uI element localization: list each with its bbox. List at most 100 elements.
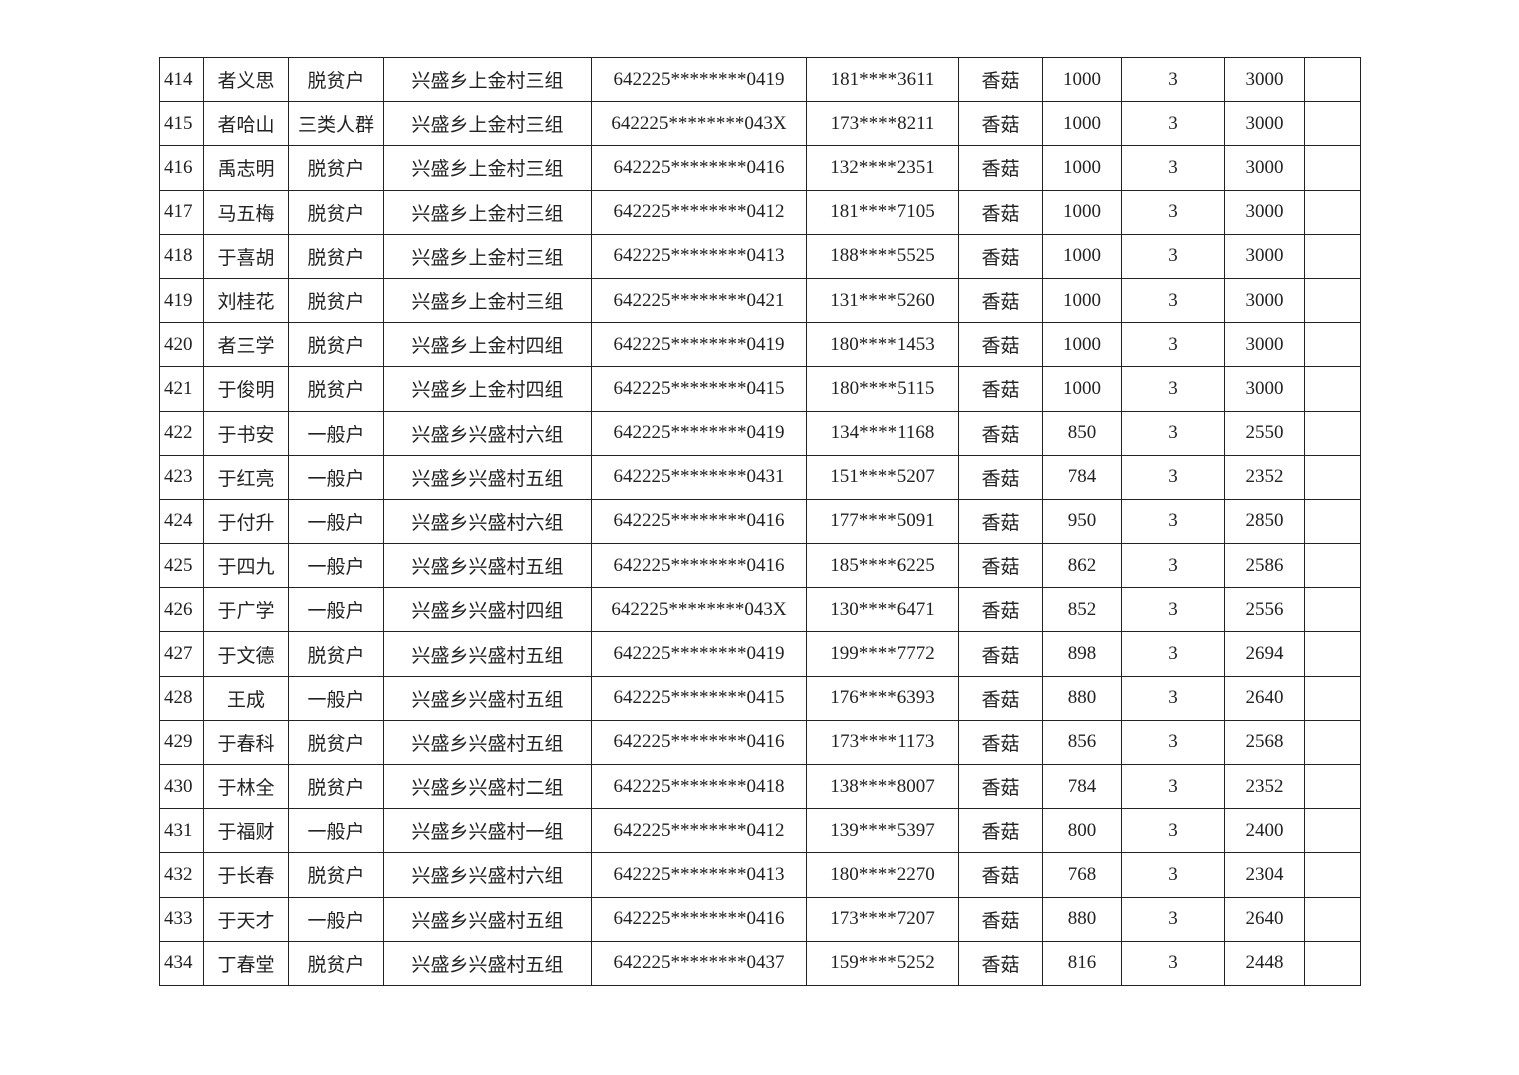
- cell-address: 兴盛乡兴盛村二组: [383, 763, 592, 810]
- cell-address: 兴盛乡兴盛村六组: [383, 410, 592, 456]
- cell-crop: 香菇: [958, 896, 1043, 942]
- cell-remark: [1304, 101, 1361, 147]
- cell-phone: 180****5115: [806, 366, 959, 412]
- cell-household-type: 一般户: [288, 808, 384, 854]
- cell-phone: 180****2270: [806, 852, 959, 898]
- cell-remark: [1304, 852, 1361, 898]
- cell-household-type: 一般户: [288, 410, 384, 456]
- cell-remark: [1304, 631, 1361, 677]
- cell-phone: 138****8007: [806, 763, 959, 810]
- cell-row-number: 429: [159, 719, 204, 766]
- cell-crop: 香菇: [958, 145, 1043, 191]
- cell-remark: [1304, 675, 1361, 721]
- cell-remark: [1304, 189, 1361, 235]
- cell-phone: 132****2351: [806, 145, 959, 191]
- cell-name: 于付升: [203, 498, 289, 545]
- table-body: 414 者义思 脱贫户 兴盛乡上金村三组 642225********0419 181**…: [159, 56, 1361, 986]
- cell-amount: 3000: [1224, 322, 1305, 368]
- table-row: 423 于红亮 一般户 兴盛乡兴盛村五组 642225********0431 151**…: [159, 454, 1361, 500]
- cell-phone: 177****5091: [806, 498, 959, 545]
- cell-name: 于长春: [203, 852, 289, 898]
- cell-row-number: 426: [159, 587, 204, 633]
- cell-address: 兴盛乡上金村三组: [383, 101, 592, 147]
- cell-row-number: 414: [159, 56, 204, 103]
- cell-unit-price: 3: [1121, 322, 1225, 368]
- cell-id-number: 642225********0413: [591, 852, 807, 898]
- cell-quantity: 1000: [1042, 322, 1122, 368]
- cell-crop: 香菇: [958, 454, 1043, 500]
- cell-crop: 香菇: [958, 322, 1043, 368]
- cell-row-number: 417: [159, 189, 204, 235]
- cell-id-number: 642225********0416: [591, 719, 807, 766]
- cell-name: 刘桂花: [203, 277, 289, 324]
- cell-amount: 2556: [1224, 587, 1305, 633]
- cell-crop: 香菇: [958, 631, 1043, 677]
- cell-row-number: 433: [159, 896, 204, 942]
- cell-crop: 香菇: [958, 675, 1043, 721]
- table-row: 417 马五梅 脱贫户 兴盛乡上金村三组 642225********0412 181**…: [159, 189, 1361, 235]
- cell-household-type: 脱贫户: [288, 56, 384, 103]
- cell-address: 兴盛乡兴盛村五组: [383, 454, 592, 500]
- cell-phone: 181****3611: [806, 56, 959, 103]
- cell-id-number: 642225********0412: [591, 808, 807, 854]
- cell-name: 于喜胡: [203, 233, 289, 279]
- cell-name: 王成: [203, 675, 289, 721]
- cell-name: 于红亮: [203, 454, 289, 500]
- cell-id-number: 642225********0419: [591, 631, 807, 677]
- cell-address: 兴盛乡兴盛村四组: [383, 587, 592, 633]
- table-row: 430 于林全 脱贫户 兴盛乡兴盛村二组 642225********0418 138**…: [159, 763, 1361, 810]
- cell-household-type: 脱贫户: [288, 145, 384, 191]
- cell-remark: [1304, 498, 1361, 545]
- cell-amount: 3000: [1224, 189, 1305, 235]
- cell-amount: 3000: [1224, 56, 1305, 103]
- cell-crop: 香菇: [958, 543, 1043, 589]
- cell-id-number: 642225********0421: [591, 277, 807, 324]
- cell-unit-price: 3: [1121, 543, 1225, 589]
- cell-crop: 香菇: [958, 101, 1043, 147]
- cell-remark: [1304, 763, 1361, 810]
- cell-unit-price: 3: [1121, 101, 1225, 147]
- cell-quantity: 816: [1042, 940, 1122, 986]
- cell-address: 兴盛乡兴盛村五组: [383, 719, 592, 766]
- cell-address: 兴盛乡兴盛村五组: [383, 896, 592, 942]
- cell-unit-price: 3: [1121, 454, 1225, 500]
- cell-household-type: 脱贫户: [288, 631, 384, 677]
- cell-remark: [1304, 277, 1361, 324]
- cell-unit-price: 3: [1121, 940, 1225, 986]
- cell-address: 兴盛乡上金村三组: [383, 56, 592, 103]
- cell-unit-price: 3: [1121, 763, 1225, 810]
- cell-id-number: 642225********0419: [591, 410, 807, 456]
- cell-amount: 2448: [1224, 940, 1305, 986]
- cell-name: 丁春堂: [203, 940, 289, 986]
- cell-unit-price: 3: [1121, 277, 1225, 324]
- cell-amount: 2640: [1224, 896, 1305, 942]
- cell-row-number: 418: [159, 233, 204, 279]
- cell-crop: 香菇: [958, 233, 1043, 279]
- cell-quantity: 1000: [1042, 145, 1122, 191]
- cell-amount: 3000: [1224, 277, 1305, 324]
- table-row: 427 于文德 脱贫户 兴盛乡兴盛村五组 642225********0419 199**…: [159, 631, 1361, 677]
- cell-unit-price: 3: [1121, 410, 1225, 456]
- cell-household-type: 脱贫户: [288, 189, 384, 235]
- cell-phone: 199****7772: [806, 631, 959, 677]
- cell-quantity: 850: [1042, 410, 1122, 456]
- cell-address: 兴盛乡兴盛村五组: [383, 940, 592, 986]
- cell-remark: [1304, 454, 1361, 500]
- cell-name: 于春科: [203, 719, 289, 766]
- cell-unit-price: 3: [1121, 852, 1225, 898]
- cell-name: 于福财: [203, 808, 289, 854]
- cell-amount: 2304: [1224, 852, 1305, 898]
- cell-amount: 3000: [1224, 101, 1305, 147]
- cell-quantity: 852: [1042, 587, 1122, 633]
- cell-remark: [1304, 719, 1361, 766]
- cell-row-number: 424: [159, 498, 204, 545]
- cell-remark: [1304, 322, 1361, 368]
- table-row: 420 者三学 脱贫户 兴盛乡上金村四组 642225********0419 180**…: [159, 322, 1361, 368]
- cell-unit-price: 3: [1121, 631, 1225, 677]
- cell-id-number: 642225********043X: [591, 101, 807, 147]
- cell-amount: 2640: [1224, 675, 1305, 721]
- cell-row-number: 425: [159, 543, 204, 589]
- cell-address: 兴盛乡上金村四组: [383, 322, 592, 368]
- cell-phone: 131****5260: [806, 277, 959, 324]
- cell-address: 兴盛乡上金村三组: [383, 145, 592, 191]
